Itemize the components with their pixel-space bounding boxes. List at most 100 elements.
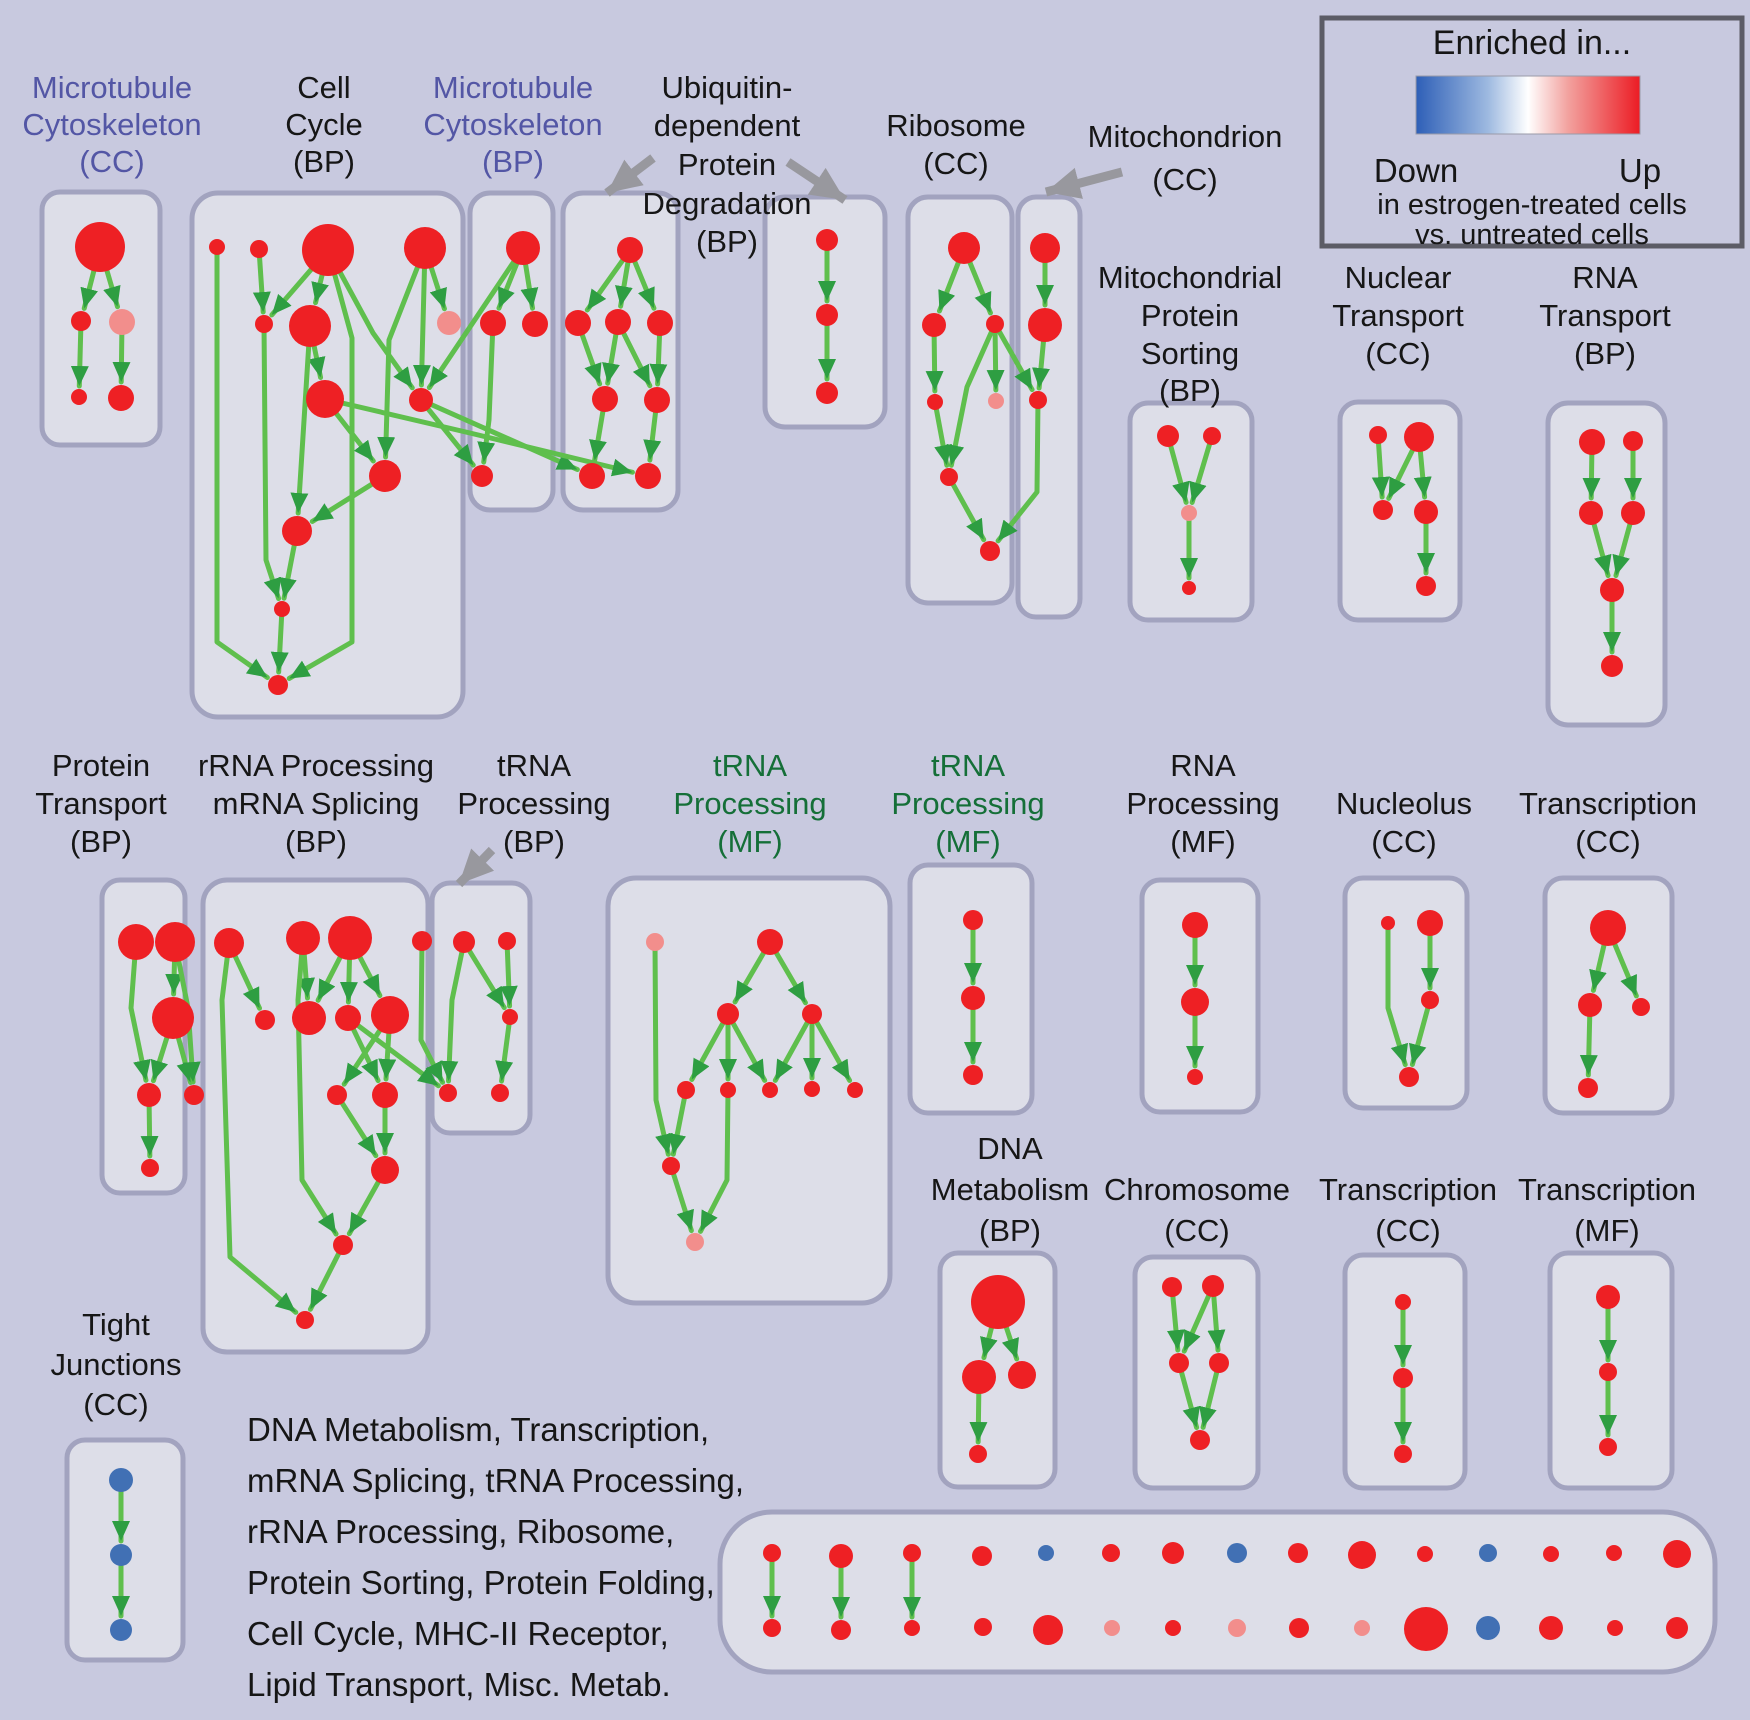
go-term-node-nt4 (1414, 500, 1438, 524)
cluster-label-cell-cycle: Cell Cycle (BP) (285, 70, 363, 179)
edge-ch1-ch3 (1167, 1284, 1185, 1353)
go-term-node-tcb (1578, 993, 1602, 1017)
go-term-node-ccg (289, 305, 331, 347)
edge-tm2-tmpb (698, 1087, 731, 1234)
cluster-box-dna-metabolism (937, 1250, 1058, 1490)
go-term-node-rb3 (986, 315, 1004, 333)
go-term-node-rb6 (940, 468, 958, 486)
go-term-node-rm2 (292, 1001, 326, 1035)
go-term-node-b12b (1476, 1616, 1500, 1640)
edge-mi3-rb7 (995, 397, 1041, 544)
go-term-node-ts2 (961, 986, 985, 1010)
go-term-node-tmlow (662, 1157, 680, 1175)
go-term-node-ms4 (1182, 581, 1196, 595)
go-term-node-tm1 (677, 1081, 695, 1099)
edge-nu1-nu4 (1385, 920, 1409, 1068)
edge-tb1-tb4 (440, 939, 467, 1084)
go-term-node-cca (209, 239, 225, 255)
go-term-node-tb3 (502, 1009, 518, 1025)
cluster-box-misc-cluster (717, 1509, 1718, 1675)
go-term-node-dm3 (1008, 1361, 1036, 1389)
legend-subtitle-1: in estrogen-treated cells (1377, 189, 1687, 221)
go-term-node-b12t (1479, 1544, 1497, 1562)
go-term-node-t3a (1395, 1294, 1411, 1310)
edge-mt1-cci (426, 245, 526, 391)
cluster-label-transcription-mf: Transcription (MF) (1518, 1172, 1696, 1248)
go-term-node-pt5 (184, 1085, 204, 1105)
go-term-node-t4b (1599, 1363, 1617, 1381)
edge-pt1-pt4 (128, 939, 151, 1083)
go-term-node-b13t (1543, 1546, 1559, 1562)
edge-cci-ub7 (418, 397, 580, 473)
go-term-node-mc4 (71, 389, 87, 405)
misc-cluster-text-line-6: Lipid Transport, Misc. Metab. (247, 1666, 671, 1703)
edge-ccl-ccm (270, 606, 289, 675)
go-term-node-cci (409, 388, 433, 412)
go-term-node-ua2 (816, 304, 838, 326)
go-term-node-tb4 (439, 1084, 457, 1102)
go-term-node-ch3 (1169, 1353, 1189, 1373)
edge-ccd-ccj (377, 245, 428, 460)
edge-ms2-ms3 (1189, 433, 1215, 505)
cluster-label-tight-junctions: Tight Junctions (CC) (51, 1307, 182, 1422)
go-term-node-rp1 (327, 1085, 347, 1105)
go-term-node-t3b (1393, 1368, 1413, 1388)
go-term-node-rb1 (948, 232, 980, 264)
go-term-node-tmb (757, 929, 783, 955)
go-term-node-cce (437, 311, 461, 335)
cluster-box-nucleolus (1342, 875, 1470, 1111)
go-term-node-rpc (1187, 1069, 1203, 1085)
go-term-node-tm2 (720, 1082, 736, 1098)
go-term-node-ccb (250, 240, 268, 258)
cluster-label-transcription-cc-2: Transcription (CC) (1519, 786, 1697, 859)
go-term-node-mt4 (471, 465, 493, 487)
edge-tb2-tb3 (499, 938, 518, 1009)
go-term-node-b4t (972, 1546, 992, 1566)
go-term-node-rp2 (372, 1082, 398, 1108)
cluster-label-dna-metabolism: DNA Metabolism (BP) (931, 1131, 1090, 1248)
go-term-node-t3c (1394, 1445, 1412, 1463)
edge-rr4-tb4 (418, 938, 446, 1085)
go-term-node-mt2 (480, 310, 506, 336)
go-term-node-pt1 (118, 924, 154, 960)
edge-ccb-ccf (252, 246, 271, 315)
go-term-node-dm4 (969, 1445, 987, 1463)
go-term-node-tmpb (686, 1233, 704, 1251)
go-term-node-ts3 (963, 1065, 983, 1085)
cluster-label-microtubule-cc: Microtubule Cytoskeleton (CC) (22, 70, 201, 179)
cluster-label-protein-transport: Protein Transport (BP) (35, 748, 167, 859)
edge-tb1-tb3 (461, 939, 507, 1011)
go-term-node-ub7 (579, 463, 605, 489)
edge-tmlow-tmpb (668, 1163, 694, 1234)
edge-nu3-nu4 (1408, 997, 1433, 1067)
edge-cch-ub8 (322, 396, 635, 477)
go-term-node-tb2 (498, 932, 516, 950)
go-term-node-ms1 (1157, 425, 1179, 447)
go-term-node-b15b (1666, 1617, 1688, 1639)
legend-down-label: Down (1374, 152, 1458, 189)
cluster-box-transcription-cc-2 (1542, 875, 1675, 1116)
go-term-node-b10b (1354, 1620, 1370, 1636)
go-term-node-rr2 (286, 921, 320, 955)
go-term-node-b14b (1607, 1620, 1623, 1636)
go-term-node-tmp (646, 933, 664, 951)
go-term-node-b1b (763, 1619, 781, 1637)
edge-rp1-rq (334, 1092, 379, 1159)
go-term-node-rt1 (1579, 429, 1605, 455)
go-term-node-nu1 (1381, 916, 1395, 930)
go-term-node-pt2 (155, 922, 195, 962)
go-term-node-mc2 (71, 311, 91, 331)
go-term-node-b3b (904, 1620, 920, 1636)
go-term-node-pt4 (137, 1083, 161, 1107)
misc-cluster-text-line-4: Protein Sorting, Protein Folding, (247, 1564, 715, 1601)
go-term-node-ch2 (1202, 1275, 1224, 1297)
go-term-node-rb4 (927, 394, 943, 410)
edge-rb3-rb5 (986, 321, 1005, 393)
go-term-node-rt2 (1623, 431, 1643, 451)
edge-rb3-rb6 (946, 321, 998, 468)
go-term-node-tm3 (762, 1082, 778, 1098)
go-term-node-ts1 (963, 910, 983, 930)
go-term-node-nt2 (1404, 422, 1434, 452)
go-term-node-t4a (1596, 1285, 1620, 1309)
